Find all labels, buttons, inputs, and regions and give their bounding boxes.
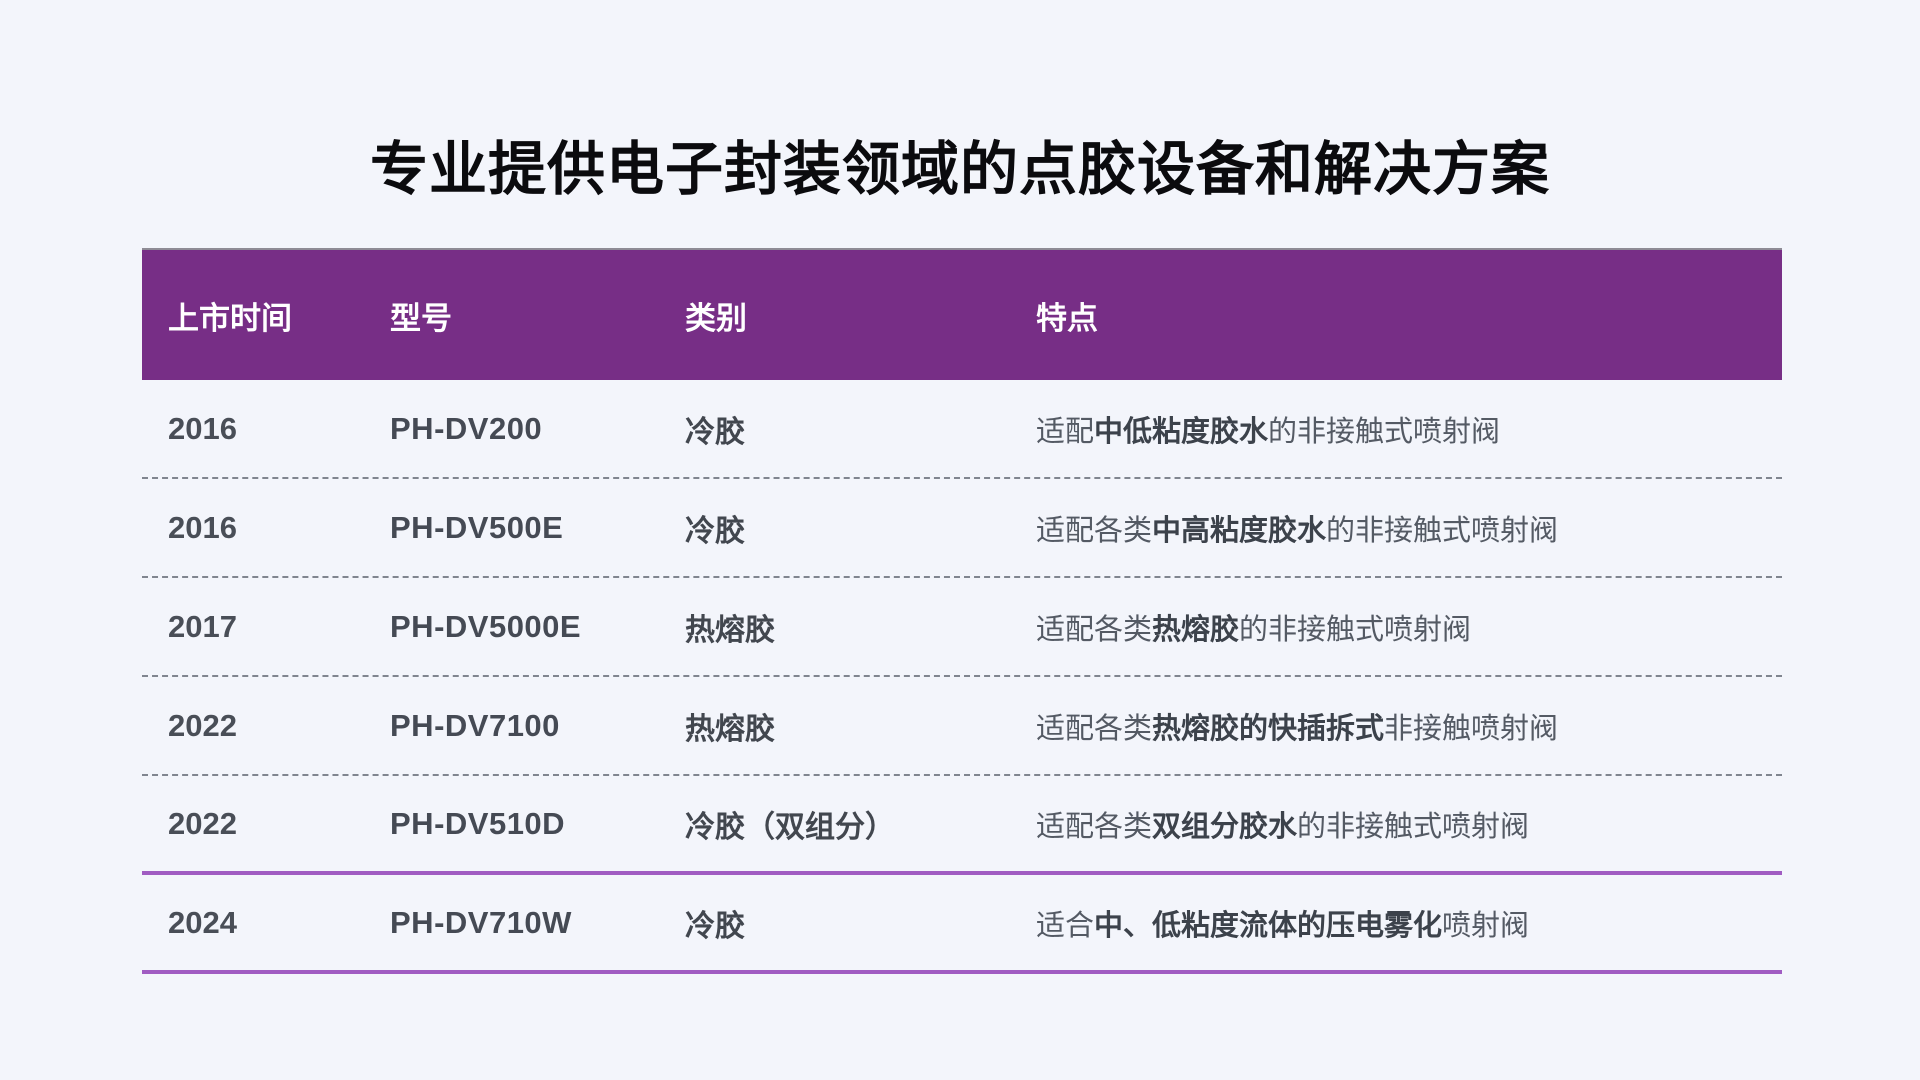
column-header-launch-date: 上市时间 <box>168 300 292 336</box>
feature-text: 适配各类 <box>1036 712 1153 745</box>
feature-text: 适配各类 <box>1036 514 1153 547</box>
table-row: 2022 PH-DV7100 热熔胶 适配各类热熔胶的快插拆式非接触喷射阀 <box>142 677 1782 776</box>
table-row: 2016 PH-DV500E 冷胶 适配各类中高粘度胶水的非接触式喷射阀 <box>142 479 1782 578</box>
table-row: 2024 PH-DV710W 冷胶 适合中、低粘度流体的压电雾化喷射阀 <box>142 875 1782 974</box>
feature-highlight: 中、低粘度流体的压电雾化 <box>1094 909 1443 942</box>
feature-highlight: 热熔胶 <box>1152 613 1240 646</box>
cell-model: PH-DV200 <box>390 410 543 446</box>
cell-category: 冷胶 <box>685 514 745 548</box>
cell-model: PH-DV5000E <box>390 608 582 644</box>
cell-category: 冷胶 <box>685 909 745 943</box>
feature-text: 喷射阀 <box>1442 909 1530 942</box>
table-row: 2016 PH-DV200 冷胶 适配中低粘度胶水的非接触式喷射阀 <box>142 380 1782 479</box>
cell-features: 适配各类热熔胶的快插拆式非接触喷射阀 <box>1036 705 1782 747</box>
feature-text: 适配各类 <box>1036 613 1153 646</box>
feature-highlight: 中高粘度胶水 <box>1152 514 1327 547</box>
feature-text: 适配各类 <box>1036 810 1153 843</box>
cell-category: 热熔胶 <box>685 712 775 746</box>
cell-features: 适配各类热熔胶的非接触式喷射阀 <box>1036 606 1782 648</box>
cell-launch-date: 2017 <box>168 608 237 644</box>
column-header-features: 特点 <box>1036 300 1098 336</box>
feature-text: 的非接触式喷射阀 <box>1268 415 1501 448</box>
cell-features: 适配各类双组分胶水的非接触式喷射阀 <box>1036 803 1782 845</box>
table-body: 2016 PH-DV200 冷胶 适配中低粘度胶水的非接触式喷射阀 2016 PH-DV5… <box>142 380 1782 974</box>
cell-category: 冷胶 <box>685 415 745 449</box>
cell-features: 适合中、低粘度流体的压电雾化喷射阀 <box>1036 902 1782 944</box>
cell-features: 适配中低粘度胶水的非接触式喷射阀 <box>1036 408 1782 450</box>
cell-model: PH-DV510D <box>390 805 566 841</box>
feature-text: 的非接触式喷射阀 <box>1297 810 1530 843</box>
feature-text: 非接触喷射阀 <box>1384 712 1559 745</box>
cell-launch-date: 2016 <box>168 410 237 446</box>
cell-launch-date: 2016 <box>168 509 237 545</box>
cell-model: PH-DV500E <box>390 509 564 545</box>
feature-text: 适合 <box>1036 909 1095 942</box>
cell-model: PH-DV7100 <box>390 707 560 743</box>
cell-category: 冷胶（双组分） <box>685 810 895 844</box>
table-row: 2022 PH-DV510D 冷胶（双组分） 适配各类双组分胶水的非接触式喷射阀 <box>142 776 1782 875</box>
table-row: 2017 PH-DV5000E 热熔胶 适配各类热熔胶的非接触式喷射阀 <box>142 578 1782 677</box>
table-header-row: 上市时间 型号 类别 特点 <box>142 248 1782 380</box>
feature-text: 适配 <box>1036 415 1095 448</box>
cell-launch-date: 2022 <box>168 805 237 841</box>
feature-text: 的非接触式喷射阀 <box>1239 613 1472 646</box>
column-header-model: 型号 <box>390 300 452 336</box>
cell-features: 适配各类中高粘度胶水的非接触式喷射阀 <box>1036 507 1782 549</box>
cell-model: PH-DV710W <box>390 904 572 940</box>
column-header-category: 类别 <box>685 300 747 336</box>
page-title: 专业提供电子封装领域的点胶设备和解决方案 <box>369 137 1550 202</box>
cell-launch-date: 2022 <box>168 707 237 743</box>
feature-highlight: 热熔胶的快插拆式 <box>1152 712 1385 745</box>
feature-text: 的非接触式喷射阀 <box>1326 514 1559 547</box>
cell-launch-date: 2024 <box>168 904 237 940</box>
feature-highlight: 中低粘度胶水 <box>1094 415 1269 448</box>
feature-highlight: 双组分胶水 <box>1152 810 1298 843</box>
cell-category: 热熔胶 <box>685 613 775 647</box>
product-table: 上市时间 型号 类别 特点 2016 PH-DV200 冷胶 适配中低粘度胶水的非接触… <box>142 248 1782 974</box>
